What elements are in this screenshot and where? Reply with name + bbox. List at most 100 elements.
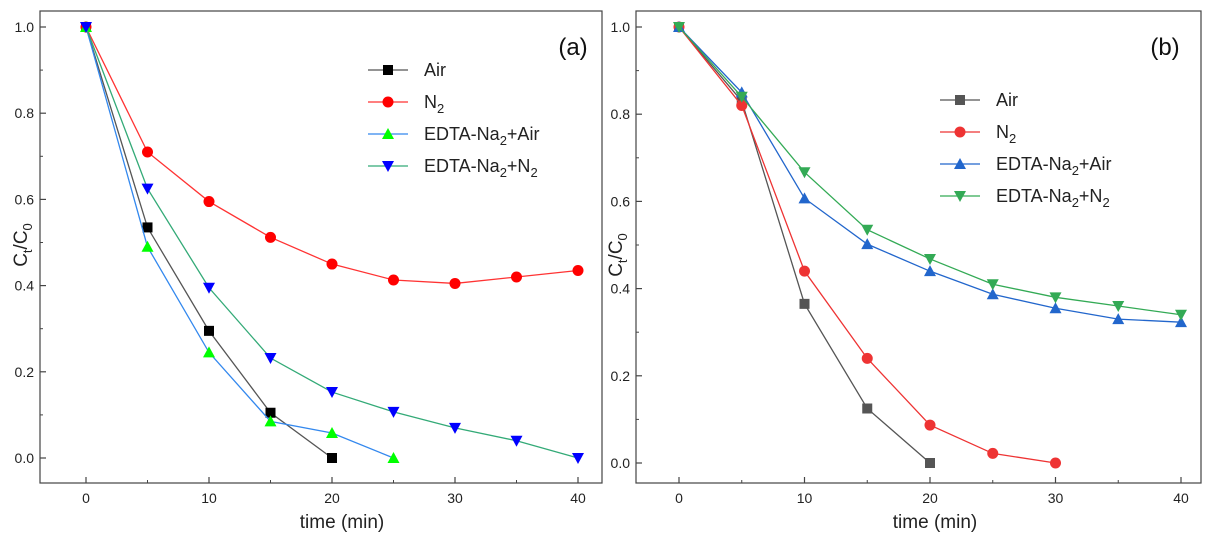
legend-label-tail: +N (1079, 186, 1103, 206)
data-point (1112, 313, 1125, 325)
legend-label-sub: 2 (437, 101, 444, 116)
data-point (986, 288, 999, 300)
legend-label: EDTA-Na2+N2 (996, 186, 1110, 210)
data-point (798, 192, 811, 204)
data-point (735, 91, 748, 103)
y-tick-label: 0.6 (15, 191, 35, 207)
data-point (861, 352, 873, 364)
x-tick-label: 0 (675, 490, 683, 506)
legend-label: EDTA-Na2+N2 (424, 156, 538, 180)
data-point (203, 346, 215, 358)
x-axis-label: time (min) (300, 512, 384, 533)
x-tick-label: 20 (324, 490, 340, 506)
x-tick-label: 30 (1048, 490, 1064, 506)
legend-label-sub: 2 (500, 133, 507, 148)
data-point (387, 452, 400, 463)
x-tick-label: 10 (797, 490, 813, 506)
data-point (387, 406, 400, 418)
legend-label-sub: 2 (1072, 195, 1079, 210)
data-point (861, 224, 874, 236)
legend-label-main: Air (996, 90, 1018, 110)
legend-entry: EDTA-Na2+Air (368, 124, 539, 148)
data-point (798, 167, 811, 179)
y-axis-label: Ct/C0 (606, 233, 630, 277)
y-axis-label-sub: t (615, 259, 630, 263)
legend-label-sub: 2 (1072, 163, 1079, 178)
legend-label-main: EDTA-Na (996, 186, 1073, 206)
data-point (861, 238, 874, 250)
legend-label: N2 (424, 92, 444, 116)
legend-label-main: Air (424, 60, 446, 80)
data-point (204, 325, 214, 336)
y-tick-label: 0.4 (611, 281, 631, 297)
legend-label-sub: 2 (500, 165, 507, 180)
legend-entry: EDTA-Na2+Air (940, 154, 1111, 178)
y-axis-label-mid: /C (11, 230, 32, 249)
legend-label-tail: +Air (507, 124, 540, 144)
legend-entry: EDTA-Na2+N2 (940, 186, 1110, 210)
data-point (986, 279, 999, 291)
data-point (327, 453, 337, 463)
y-tick-label: 0.6 (611, 193, 631, 209)
legend-marker (382, 128, 394, 139)
series-line (85, 26, 579, 285)
data-point (265, 231, 276, 243)
data-point (1049, 302, 1062, 314)
series-edta-na2-n2 (673, 22, 1187, 321)
legend-marker (382, 96, 394, 108)
series-line (85, 26, 333, 459)
data-point (1049, 292, 1062, 304)
data-point (1175, 309, 1187, 321)
data-point (924, 265, 936, 277)
series-air (674, 22, 935, 468)
legend-label-tail: +Air (1079, 154, 1112, 174)
data-point (925, 458, 935, 468)
x-tick-label: 40 (1173, 490, 1189, 506)
legend-label: Air (424, 60, 446, 80)
data-point (736, 99, 748, 111)
data-point (924, 253, 936, 265)
data-point (326, 258, 338, 270)
data-point (1112, 301, 1125, 313)
y-axis-label-sub: 0 (615, 233, 630, 240)
legend-entry: Air (368, 60, 446, 80)
data-point (511, 271, 522, 283)
data-point (673, 22, 685, 33)
data-point (264, 353, 277, 365)
x-tick-label: 40 (570, 490, 586, 506)
y-axis-label-mid: /C (606, 240, 627, 259)
data-point (924, 419, 936, 431)
y-tick-label: 0.0 (15, 450, 35, 466)
y-axis-label-main: C (11, 253, 32, 267)
legend-label-main: N (996, 122, 1009, 142)
legend-label-sub: 2 (1009, 131, 1016, 146)
plot-frame (39, 10, 603, 484)
legend-marker (383, 65, 393, 75)
data-point (572, 265, 584, 277)
legend-entry: N2 (940, 122, 1016, 146)
y-tick-label: 1.0 (611, 19, 631, 35)
legend-label-sub: 2 (530, 165, 537, 180)
data-point (799, 298, 810, 309)
data-point (510, 435, 523, 447)
y-axis-label: Ct/C0 (11, 223, 35, 267)
data-point (862, 403, 873, 414)
data-point (572, 453, 584, 464)
legend-entry: EDTA-Na2+N2 (368, 156, 538, 180)
y-tick-label: 0.8 (611, 106, 631, 122)
y-tick-label: 0.4 (15, 278, 35, 294)
series-edta-na2-n2 (80, 22, 584, 464)
x-tick-label: 20 (922, 490, 938, 506)
data-point (141, 240, 154, 252)
data-point (203, 196, 215, 208)
legend-marker (954, 191, 966, 202)
y-tick-label: 0.2 (611, 368, 631, 384)
data-point (799, 265, 810, 277)
y-tick-label: 0.2 (15, 364, 35, 380)
data-point (449, 277, 461, 289)
plot-frame (635, 10, 1202, 484)
data-point (326, 427, 338, 439)
